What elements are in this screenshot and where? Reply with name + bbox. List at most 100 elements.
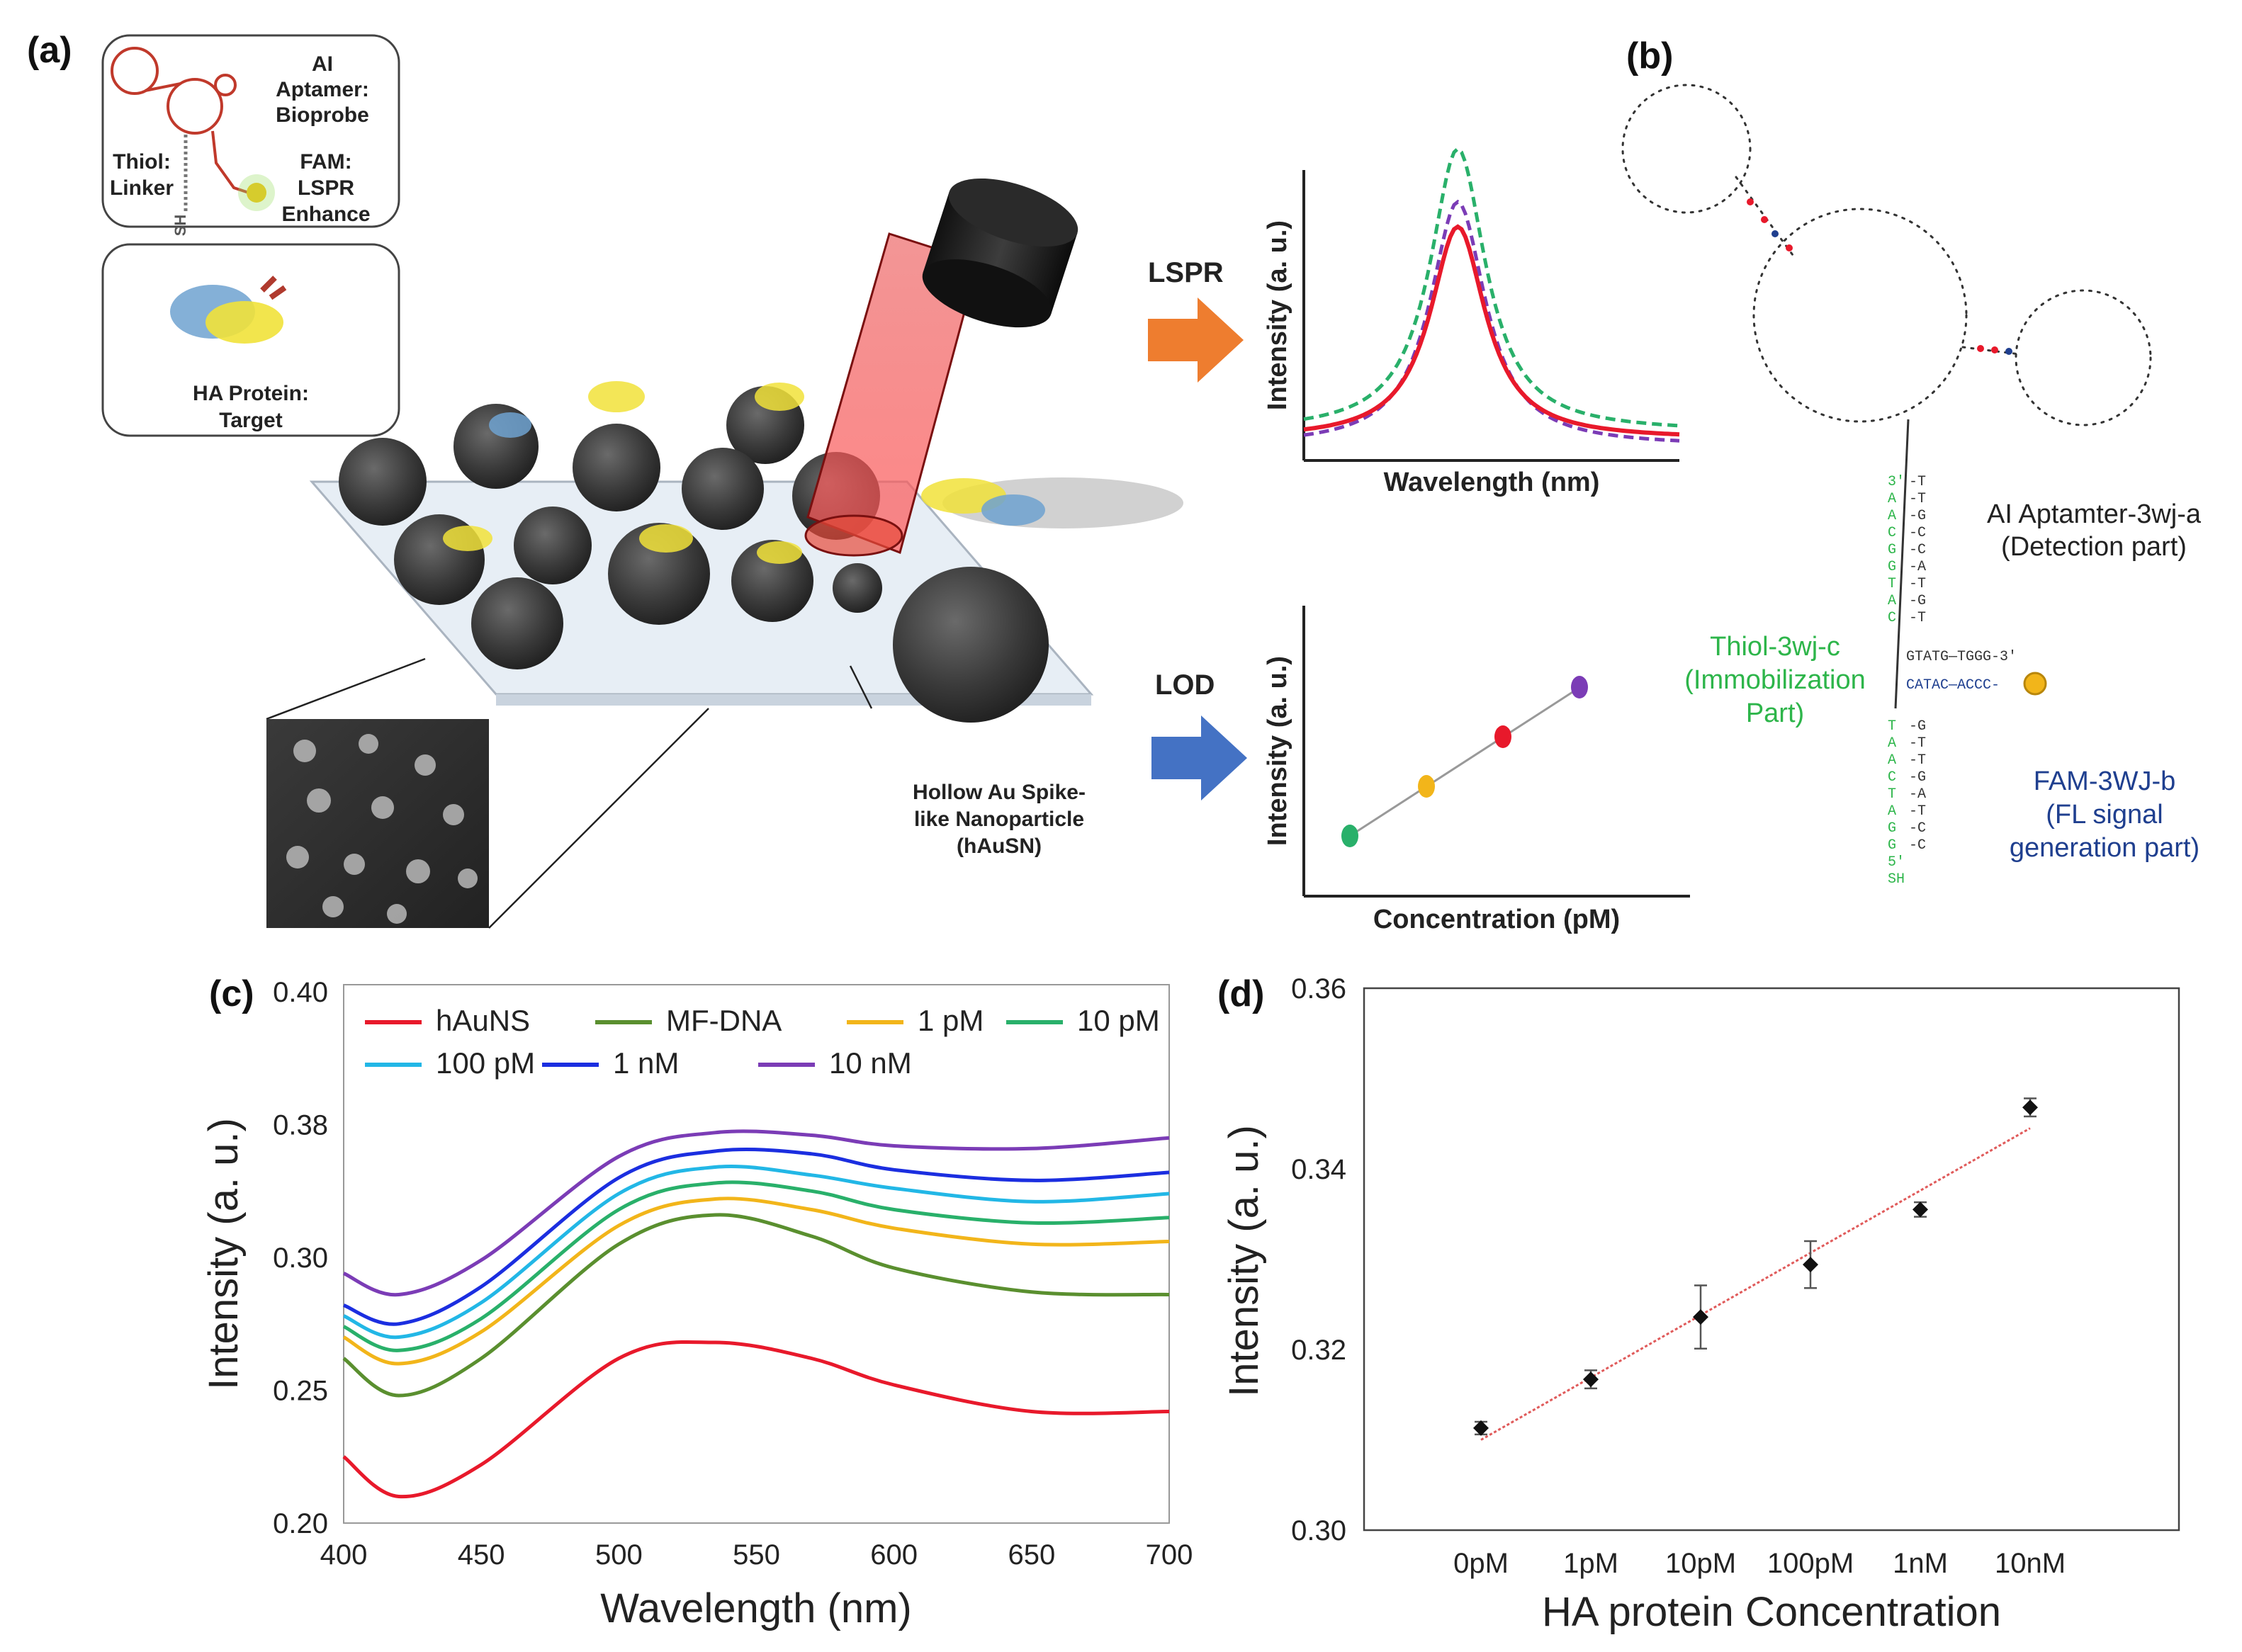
three-way-junction-structure: [1621, 84, 2152, 426]
sequence-base: A: [1888, 593, 1896, 609]
sequence-base: -T: [1909, 474, 1926, 490]
junction-bottom: CATAC—ACCC-: [1906, 677, 2000, 694]
chart-c-ytick: 0.20: [273, 1508, 328, 1539]
sequence-base: G: [1888, 820, 1896, 837]
sequence-base: SH: [1888, 871, 1905, 888]
fam-dye-icon: [247, 183, 266, 203]
sem-image-inset: [266, 657, 873, 929]
sequence-base: -G: [1909, 593, 1926, 609]
sequence-base: -C: [1909, 820, 1926, 837]
chart-c-xtick: 700: [1146, 1539, 1193, 1571]
probe-fam-line2: LSPR: [298, 176, 354, 200]
sequence-base: -C: [1909, 542, 1926, 558]
probe-thiol-line1: Thiol:: [113, 150, 171, 174]
particle-caption-line3: (hAuSN): [957, 835, 1042, 858]
chart-d-ylabel: Intensity (a. u.): [1221, 1125, 1267, 1397]
chart-d-xtick: 10nM: [1995, 1548, 2066, 1579]
mini-lod-point: [1418, 775, 1435, 798]
mini-lspr-ylabel: Intensity (a. u.): [1263, 220, 1292, 410]
chart-d-xtick: 0pM: [1453, 1548, 1509, 1579]
junction-top: GTATG—TGGG-3': [1906, 649, 2017, 665]
probe-thiol-line2: Linker: [110, 176, 174, 200]
detection-line2: (Detection part): [2001, 532, 2187, 562]
sequence-base: A: [1888, 735, 1896, 752]
probe-aptamer-line1: AI: [312, 52, 333, 76]
chart-c-ylabel: Intensity (a. u.): [201, 1118, 247, 1390]
chart-c-ytick: 0.30: [273, 1243, 328, 1274]
fam-strand-stem: -G-T-T-G-A-T-C-C: [1909, 718, 1926, 854]
lspr-arrow: LSPR: [1148, 257, 1244, 383]
sequence-base: -T: [1909, 491, 1926, 507]
chart-c-ytick: 0.25: [273, 1376, 328, 1407]
lspr-label: LSPR: [1148, 257, 1224, 288]
target-box: HA Protein: Target: [101, 243, 400, 437]
mini-lspr-xlabel: Wavelength (nm): [1384, 468, 1600, 497]
chart-d-point: [1583, 1371, 1599, 1388]
large-nanoparticle: [893, 567, 1049, 723]
sequence-base: G: [1888, 542, 1896, 558]
fl-line2: (FL signal: [2046, 800, 2163, 830]
sequence-base: -T: [1909, 610, 1926, 626]
chart-c-xtick: 400: [320, 1539, 368, 1571]
chart-c-legend-label: 10 pM: [1077, 1004, 1160, 1037]
probe-aptamer-line2: Aptamer:: [276, 78, 369, 101]
mini-lspr-curve-red: [1303, 224, 1680, 437]
sequence-base: 3': [1888, 474, 1905, 490]
chart-c-legend-label: 1 pM: [918, 1004, 984, 1037]
chart-c-series-hauns: [342, 1340, 1170, 1499]
sequence-base: C: [1888, 769, 1896, 786]
chart-c-frame: [343, 984, 1170, 1524]
chart-c-legend-label: hAuNS: [436, 1004, 530, 1037]
detection-line1: AI Aptamter-3wj-a: [1987, 499, 2202, 529]
chart-c-ytick: 0.38: [273, 1110, 328, 1141]
chart-c-xlabel: Wavelength (nm): [600, 1585, 911, 1631]
sequence-base: A: [1888, 491, 1896, 507]
sequence-base: -T: [1909, 752, 1926, 769]
aptamer-strand-stem: -T-T-G-C-C-A-T-G-T: [1909, 474, 1926, 626]
chart-c-series-10-pm: [342, 1180, 1170, 1352]
immobilization-line1: Thiol-3wj-c: [1710, 632, 1840, 662]
fl-line3: generation part): [2010, 833, 2199, 863]
target-line2: Target: [219, 409, 282, 432]
chart-d-ytick: 0.32: [1291, 1335, 1346, 1366]
sequence-base: A: [1888, 803, 1896, 820]
fl-line1: FAM-3WJ-b: [2034, 766, 2176, 796]
sequence-base: A: [1888, 508, 1896, 524]
mini-lod-point: [1494, 725, 1511, 748]
sequence-base: -T: [1909, 803, 1926, 820]
sequence-base: -T: [1909, 735, 1926, 752]
chart-d-xtick: 100pM: [1767, 1548, 1854, 1579]
chart-d-ytick: 0.34: [1291, 1154, 1346, 1185]
immobilization-line3: Part): [1746, 698, 1804, 728]
target-line1: HA Protein:: [193, 382, 309, 405]
chart-d-point: [2022, 1099, 2038, 1116]
mini-lod-point: [1571, 676, 1588, 698]
mini-lspr-chart: Wavelength (nm) Intensity (a. u.): [1263, 146, 1680, 497]
sequence-base: T: [1888, 786, 1896, 803]
sequence-base: C: [1888, 525, 1896, 541]
aptamer-structure-icon: [111, 47, 256, 196]
chart-d-point: [1693, 1309, 1708, 1325]
chart-d-trendline: [1480, 1127, 2031, 1441]
chart-c-series-1-nm: [343, 1148, 1170, 1326]
mini-lod-chart: Concentration (pM) Intensity (a. u.): [1263, 606, 1690, 934]
chart-d-xtick: 10pM: [1665, 1548, 1736, 1579]
sequence-base: -C: [1909, 525, 1926, 541]
chart-c-series-mf-dna: [342, 1213, 1170, 1398]
chart-c-series-1-pm: [342, 1196, 1170, 1366]
sequence-base: -A: [1909, 559, 1926, 575]
fam-dye-icon: [2023, 672, 2047, 696]
panel-d-label: (d): [1217, 973, 1264, 1014]
sequence-base: C: [1888, 610, 1896, 626]
chart-c-xtick: 500: [595, 1539, 643, 1571]
lod-label: LOD: [1155, 669, 1215, 701]
base-pair-dots: [1747, 198, 2012, 355]
mini-lspr-curve-green: [1303, 146, 1680, 428]
chart-d-point: [1803, 1257, 1818, 1273]
sequence-base: 5': [1888, 854, 1905, 871]
sequence-base: T: [1888, 718, 1896, 735]
